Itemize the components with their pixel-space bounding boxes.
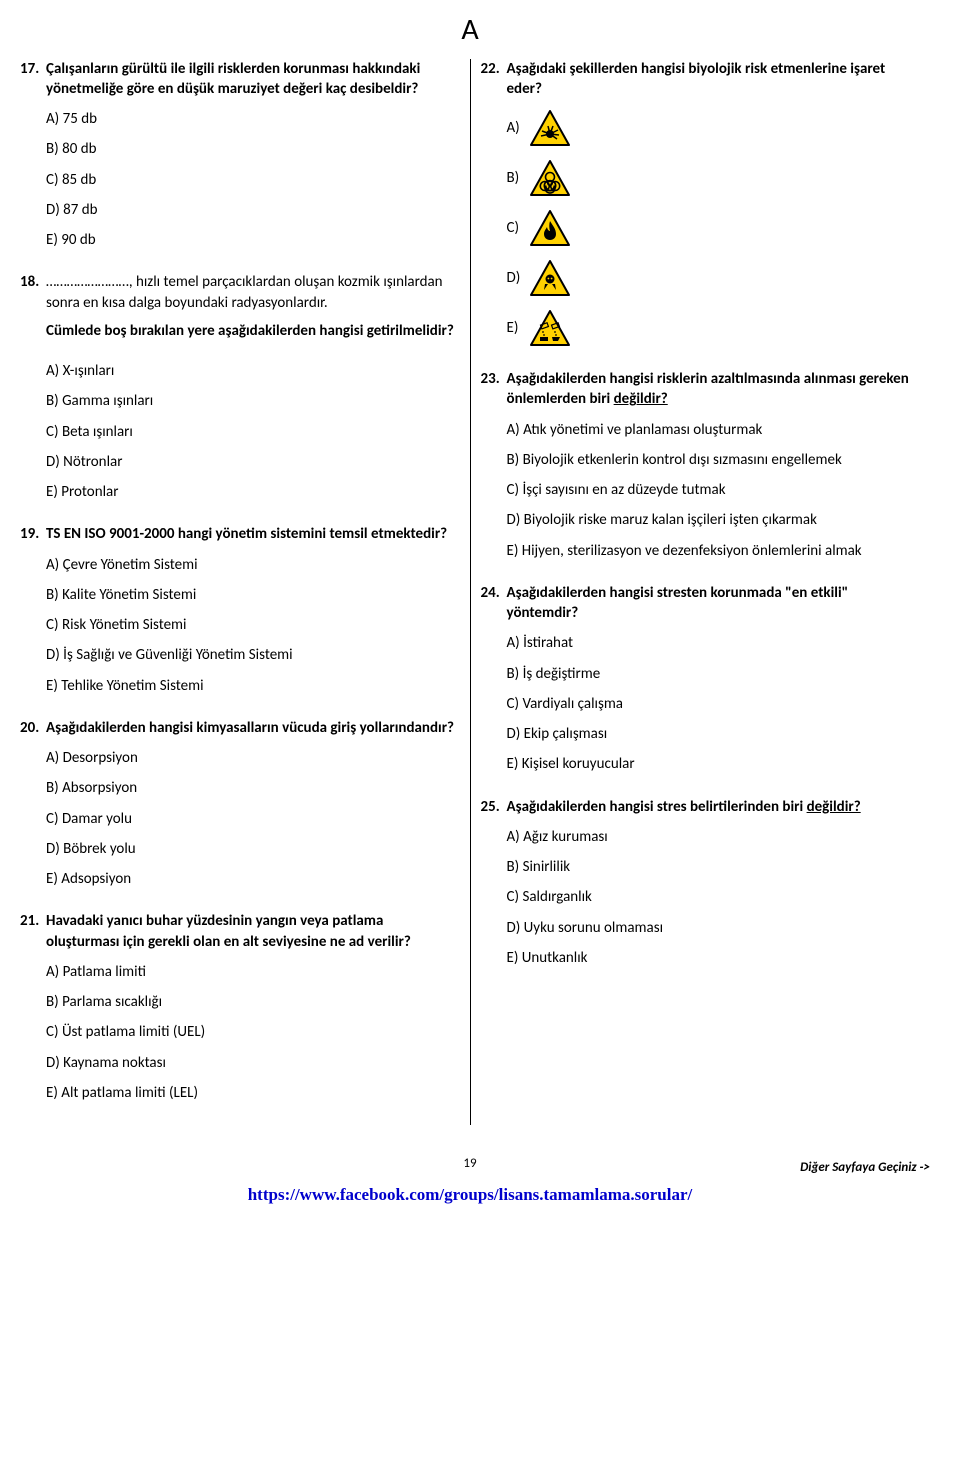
columns: 17. Çalışanların gürültü ile ilgili risk…	[10, 59, 930, 1126]
q23-opt-b: B) Biyolojik etkenlerin kontrol dışı sız…	[507, 450, 921, 470]
q17-opt-c: C) 85 db	[46, 170, 460, 190]
q21-num: 21.	[20, 911, 46, 952]
q23-num: 23.	[481, 369, 507, 410]
q22-opt-d: D)	[507, 259, 921, 297]
q18-opt-d: D) Nötronlar	[46, 452, 460, 472]
q17-num: 17.	[20, 59, 46, 100]
q17-opt-e: E) 90 db	[46, 230, 460, 250]
q21-opt-e: E) Alt patlama limiti (LEL)	[46, 1083, 460, 1103]
q23-opt-d: D) Biyolojik riske maruz kalan işçileri …	[507, 510, 921, 530]
footer-link[interactable]: https://www.facebook.com/groups/lisans.t…	[10, 1184, 930, 1207]
q17-opt-d: D) 87 db	[46, 200, 460, 220]
q25-opt-a: A) Ağız kuruması	[507, 827, 921, 847]
q19-opt-d: D) İş Sağlığı ve Güvenliği Yönetim Siste…	[46, 645, 460, 665]
q20-opt-c: C) Damar yolu	[46, 809, 460, 829]
q18-opt-c: C) Beta ışınları	[46, 422, 460, 442]
q21-opt-d: D) Kaynama noktası	[46, 1053, 460, 1073]
q20-opt-d: D) Böbrek yolu	[46, 839, 460, 859]
q18-line2: Cümlede boş bırakılan yere aşağıdakilerd…	[46, 321, 460, 341]
question-23: 23. Aşağıdakilerden hangisi risklerin az…	[481, 369, 921, 561]
q22-opt-e: E)	[507, 309, 921, 347]
q24-text: Aşağıdakilerden hangisi stresten korunma…	[507, 583, 921, 624]
q24-opt-b: B) İş değiştirme	[507, 664, 921, 684]
q22-opt-b: B)	[507, 159, 921, 197]
left-column: 17. Çalışanların gürültü ile ilgili risk…	[10, 59, 470, 1126]
q24-num: 24.	[481, 583, 507, 624]
q18-text: ……………………, hızlı temel parçacıklardan olu…	[46, 272, 460, 351]
footer: 19 Diğer Sayfaya Geçiniz -> https://www.…	[10, 1155, 930, 1207]
q21-opt-b: B) Parlama sıcaklığı	[46, 992, 460, 1012]
q25-text-under: değildir?	[807, 798, 861, 816]
q19-opt-e: E) Tehlike Yönetim Sistemi	[46, 676, 460, 696]
question-22: 22. Aşağıdaki şekillerden hangisi biyolo…	[481, 59, 921, 348]
q17-opt-a: A) 75 db	[46, 109, 460, 129]
question-21: 21. Havadaki yanıcı buhar yüzdesinin yan…	[20, 911, 460, 1103]
right-column: 22. Aşağıdaki şekillerden hangisi biyolo…	[471, 59, 931, 1126]
q25-num: 25.	[481, 797, 507, 817]
flammable-icon	[529, 209, 571, 247]
q21-opt-a: A) Patlama limiti	[46, 962, 460, 982]
q24-opt-c: C) Vardiyalı çalışma	[507, 694, 921, 714]
q20-opt-a: A) Desorpsiyon	[46, 748, 460, 768]
q22-opt-b-label: B)	[507, 168, 529, 188]
q20-opt-b: B) Absorpsiyon	[46, 778, 460, 798]
q18-opt-b: B) Gamma ışınları	[46, 391, 460, 411]
q19-opt-a: A) Çevre Yönetim Sistemi	[46, 555, 460, 575]
q25-text-pre: Aşağıdakilerden hangisi stres belirtiler…	[507, 798, 807, 816]
q25-opt-d: D) Uyku sorunu olmaması	[507, 918, 921, 938]
q25-opt-c: C) Saldırganlık	[507, 887, 921, 907]
q24-opt-a: A) İstirahat	[507, 633, 921, 653]
q22-opt-a: A)	[507, 109, 921, 147]
toxic-icon	[529, 259, 571, 297]
q25-opt-e: E) Unutkanlık	[507, 948, 921, 968]
q19-opt-b: B) Kalite Yönetim Sistemi	[46, 585, 460, 605]
booklet-letter: A	[10, 10, 930, 51]
q23-opt-a: A) Atık yönetimi ve planlaması oluşturma…	[507, 420, 921, 440]
q17-text: Çalışanların gürültü ile ilgili risklerd…	[46, 59, 460, 100]
q19-opt-c: C) Risk Yönetim Sistemi	[46, 615, 460, 635]
biohazard-icon	[529, 159, 571, 197]
q19-text: TS EN ISO 9001-2000 hangi yönetim sistem…	[46, 524, 460, 544]
q25-opt-b: B) Sinirlilik	[507, 857, 921, 877]
q23-text-pre: Aşağıdakilerden hangisi risklerin azaltı…	[507, 370, 909, 408]
q22-num: 22.	[481, 59, 507, 100]
question-17: 17. Çalışanların gürültü ile ilgili risk…	[20, 59, 460, 251]
q19-num: 19.	[20, 524, 46, 544]
q22-opt-d-label: D)	[507, 268, 529, 288]
q20-text: Aşağıdakilerden hangisi kimyasalların vü…	[46, 718, 460, 738]
q22-opt-c-label: C)	[507, 218, 529, 238]
q25-text: Aşağıdakilerden hangisi stres belirtiler…	[507, 797, 921, 817]
corrosive-icon	[529, 309, 571, 347]
question-20: 20. Aşağıdakilerden hangisi kimyasalları…	[20, 718, 460, 890]
q18-num: 18.	[20, 272, 46, 351]
q23-opt-c: C) İşçi sayısını en az düzeyde tutmak	[507, 480, 921, 500]
q23-opt-e: E) Hijyen, sterilizasyon ve dezenfeksiyo…	[507, 541, 921, 561]
q18-line1: ……………………, hızlı temel parçacıklardan olu…	[46, 273, 443, 311]
q24-opt-d: D) Ekip çalışması	[507, 724, 921, 744]
question-18: 18. ……………………, hızlı temel parçacıklardan…	[20, 272, 460, 502]
question-19: 19. TS EN ISO 9001-2000 hangi yönetim si…	[20, 524, 460, 696]
q22-opt-e-label: E)	[507, 318, 529, 338]
q21-text: Havadaki yanıcı buhar yüzdesinin yangın …	[46, 911, 460, 952]
q22-opt-c: C)	[507, 209, 921, 247]
question-24: 24. Aşağıdakilerden hangisi stresten kor…	[481, 583, 921, 775]
q22-opt-a-label: A)	[507, 118, 529, 138]
q20-opt-e: E) Adsopsiyon	[46, 869, 460, 889]
q17-opt-b: B) 80 db	[46, 139, 460, 159]
q23-text-under: değildir?	[614, 390, 668, 408]
q20-num: 20.	[20, 718, 46, 738]
q18-opt-e: E) Protonlar	[46, 482, 460, 502]
q21-opt-c: C) Üst patlama limiti (UEL)	[46, 1022, 460, 1042]
explosive-icon	[529, 109, 571, 147]
q18-opt-a: A) X-ışınları	[46, 361, 460, 381]
q24-opt-e: E) Kişisel koruyucular	[507, 754, 921, 774]
q23-text: Aşağıdakilerden hangisi risklerin azaltı…	[507, 369, 921, 410]
q22-text: Aşağıdaki şekillerden hangisi biyolojik …	[507, 59, 921, 100]
question-25: 25. Aşağıdakilerden hangisi stres belirt…	[481, 797, 921, 969]
